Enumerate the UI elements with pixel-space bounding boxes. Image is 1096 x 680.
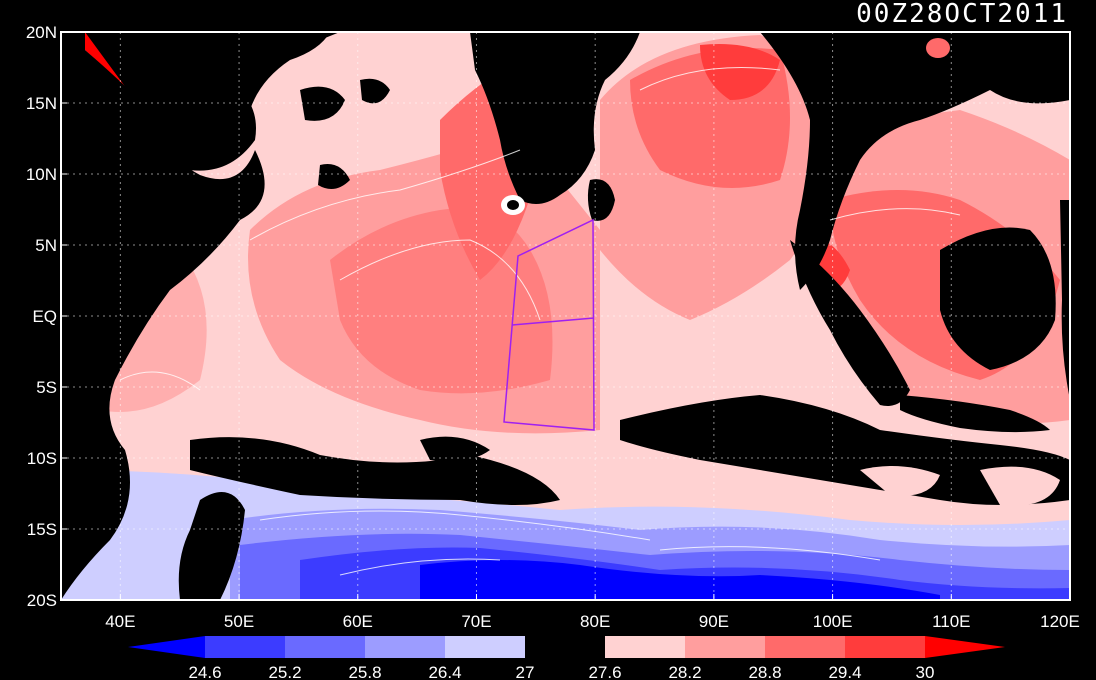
colorbar-label: 29.4	[828, 663, 861, 680]
lat-tick-label: 5S	[36, 378, 57, 397]
colorbar-segment	[845, 636, 925, 658]
colorbar-segment	[285, 636, 365, 658]
analysis-box	[503, 218, 595, 431]
latitude-axis: 20N 15N 10N 5N EQ 5S 10S 15S 20S	[26, 23, 67, 610]
colorbar-label: 25.8	[348, 663, 381, 680]
lat-tick-label: 10S	[27, 449, 57, 468]
colorbar-segment	[605, 636, 685, 658]
lon-tick-label: 90E	[699, 612, 729, 631]
lat-tick-label: 20S	[27, 591, 57, 610]
lat-tick-label: 20N	[26, 23, 57, 42]
lon-tick-label: 70E	[461, 612, 491, 631]
lon-tick-label: 40E	[105, 612, 135, 631]
colorbar-segment	[685, 636, 765, 658]
lat-tick-label: 15S	[27, 520, 57, 539]
isotherm-contours	[119, 67, 961, 576]
lon-tick-label: 50E	[224, 612, 254, 631]
lon-tick-label: 110E	[932, 612, 970, 631]
lat-tick-label: 5N	[35, 236, 57, 255]
colorbar-label: 27.6	[588, 663, 621, 680]
lat-tick-label: 15N	[26, 94, 57, 113]
colorbar-label: 26.4	[428, 663, 461, 680]
lon-tick-label: 120E	[1040, 612, 1080, 631]
colorbar-max-arrow	[925, 636, 1005, 658]
colorbar-label: 30	[916, 663, 935, 680]
map-title: 00Z28OCT2011	[856, 0, 1068, 29]
colorbar-label: 24.6	[188, 663, 221, 680]
colorbar-min-arrow	[128, 636, 205, 658]
sst-field	[61, 32, 1070, 600]
longitude-axis: 40E 50E 60E 70E 80E 90E 100E 110E 120E	[105, 594, 1080, 631]
lon-tick-label: 60E	[343, 612, 373, 631]
colorbar-segment	[525, 636, 605, 658]
lat-tick-label: 10N	[26, 165, 57, 184]
colorbar-label: 27	[516, 663, 535, 680]
lat-tick-label: EQ	[32, 307, 57, 326]
colorbar-segment	[205, 636, 285, 658]
lon-tick-label: 100E	[813, 612, 853, 631]
lon-tick-label: 80E	[580, 612, 610, 631]
colorbar-segment	[365, 636, 445, 658]
colorbar-label: 28.8	[748, 663, 781, 680]
colorbar-label: 25.2	[268, 663, 301, 680]
colorbar-segment	[445, 636, 525, 658]
colorbar: 24.6 25.2 25.8 26.4 27 27.6 28.2 28.8 29.4 30	[128, 636, 1005, 680]
map-grid	[61, 32, 1070, 600]
colorbar-segment	[765, 636, 845, 658]
colorbar-label: 28.2	[668, 663, 701, 680]
